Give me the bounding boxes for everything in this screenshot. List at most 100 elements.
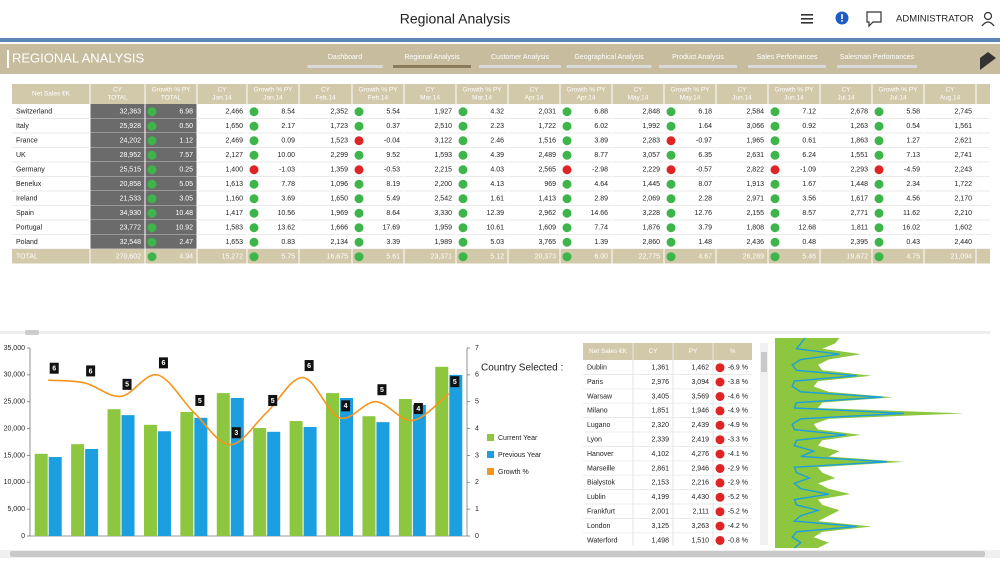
- info-icon[interactable]: [835, 11, 849, 25]
- nav-tab[interactable]: Geographical Analysis: [574, 54, 644, 61]
- tab-underline: [479, 65, 561, 68]
- column-header: Jan.14: [263, 95, 283, 102]
- nav-tab[interactable]: Customer Analysis: [491, 54, 549, 61]
- nav-tab[interactable]: Salesman Perfomances: [840, 54, 915, 61]
- cell-value: 1,561: [954, 123, 972, 130]
- city-column-header: PY: [689, 348, 698, 355]
- city-table: Net Sales €K CY PY % Dublin 1,361 1,462 -6.9 % P…: [583, 343, 752, 546]
- cell-value: 1,959: [434, 225, 452, 232]
- cell-value: 0.09: [281, 138, 295, 145]
- banner-title: REGIONAL ANALYSIS: [12, 50, 145, 65]
- cell-value: 7.12: [802, 109, 816, 116]
- city-value: 1,510: [691, 537, 709, 544]
- column-header: Feb.14: [368, 95, 389, 102]
- cell-value: 1,609: [538, 225, 556, 232]
- status-indicator: [770, 194, 780, 204]
- cell-value: 2,243: [954, 167, 972, 174]
- data-label: 5: [453, 379, 457, 386]
- cell-value: 5.12: [490, 254, 504, 261]
- v-scrollbar[interactable]: [760, 343, 768, 545]
- cell-value: 10.61: [486, 225, 504, 232]
- home-icon[interactable]: [980, 52, 996, 70]
- status-indicator: [666, 194, 676, 204]
- status-indicator: [354, 165, 364, 175]
- status-indicator: [715, 420, 725, 430]
- status-indicator: [562, 107, 572, 117]
- city-value: 3,569: [691, 393, 709, 400]
- status-indicator: [770, 223, 780, 233]
- tab-underline: [659, 65, 737, 68]
- cell-value: 1,722: [538, 123, 556, 130]
- cell-value: 7.13: [906, 152, 920, 159]
- cell-value: 8.54: [281, 109, 295, 116]
- city-name: Lugano: [587, 422, 610, 429]
- menu-icon[interactable]: [801, 14, 813, 24]
- city-value: 2,001: [651, 509, 669, 516]
- city-value: -4.2 %: [728, 523, 748, 530]
- nav-tab[interactable]: Regional Analysis: [404, 54, 460, 61]
- y-tick-label: 5,000: [7, 506, 25, 513]
- row-label: Spain: [16, 210, 34, 217]
- status-indicator: [249, 136, 259, 146]
- status-indicator: [249, 223, 259, 233]
- city-value: 1,851: [651, 408, 669, 415]
- city-value: 3,125: [651, 523, 669, 530]
- bottom-scroll-thumb[interactable]: [10, 551, 985, 557]
- status-indicator: [562, 208, 572, 218]
- y-tick-label: 35,000: [4, 345, 26, 352]
- nav-tab[interactable]: Dashboard: [328, 54, 362, 61]
- cell-value: 1,927: [434, 109, 452, 116]
- cell-value: 5.58: [906, 109, 920, 116]
- chat-icon[interactable]: [866, 11, 882, 28]
- cell-value: 4.13: [490, 181, 504, 188]
- city-value: 2,976: [651, 379, 669, 386]
- cell-value: 1,650: [330, 196, 348, 203]
- data-label: 5: [125, 382, 129, 389]
- cell-value: 2,631: [746, 152, 764, 159]
- status-indicator: [354, 237, 364, 247]
- cell-value: 1.64: [698, 123, 712, 130]
- v-scroll-thumb[interactable]: [761, 352, 767, 372]
- row-label: Portugal: [16, 225, 43, 232]
- cell-value: 16,875: [327, 254, 349, 261]
- cell-value: 0.25: [179, 167, 193, 174]
- data-label: 5: [380, 387, 384, 394]
- header-bar: [0, 0, 1000, 38]
- cell-value: 2,542: [434, 196, 452, 203]
- cell-value: 1,653: [225, 239, 243, 246]
- city-value: 2,339: [651, 437, 669, 444]
- scroll-thumb[interactable]: [25, 330, 39, 335]
- cell-value: 1,666: [330, 225, 348, 232]
- cell-value: 2,395: [850, 239, 868, 246]
- cell-value: 8.77: [594, 152, 608, 159]
- city-value: 2,320: [651, 422, 669, 429]
- status-indicator: [458, 208, 468, 218]
- nav-tab[interactable]: Product Analysis: [672, 54, 724, 61]
- city-name: Lublin: [587, 494, 606, 501]
- bar: [180, 411, 194, 536]
- user-name[interactable]: ADMINISTRATOR: [896, 14, 974, 25]
- h-scrollbar[interactable]: [0, 331, 990, 334]
- bar: [435, 366, 449, 536]
- user-icon[interactable]: [981, 11, 995, 27]
- status-indicator: [249, 165, 259, 175]
- city-value: 3,263: [691, 523, 709, 530]
- city-value: 1,946: [691, 408, 709, 415]
- status-indicator: [770, 179, 780, 189]
- cell-value: 4.64: [594, 181, 608, 188]
- status-indicator: [354, 179, 364, 189]
- nav-tab[interactable]: Sales Perfomances: [757, 54, 818, 61]
- cell-value: 5.49: [386, 196, 400, 203]
- city-header-bg: [583, 343, 752, 360]
- cell-value: 4.32: [490, 109, 504, 116]
- status-indicator: [354, 150, 364, 160]
- column-header: Jul.14: [837, 95, 855, 102]
- city-name: Lyon: [587, 437, 602, 444]
- column-header: CY: [321, 87, 331, 94]
- row-label: Poland: [16, 239, 38, 246]
- status-indicator: [666, 121, 676, 131]
- cell-value: 2,031: [538, 109, 556, 116]
- status-indicator: [666, 150, 676, 160]
